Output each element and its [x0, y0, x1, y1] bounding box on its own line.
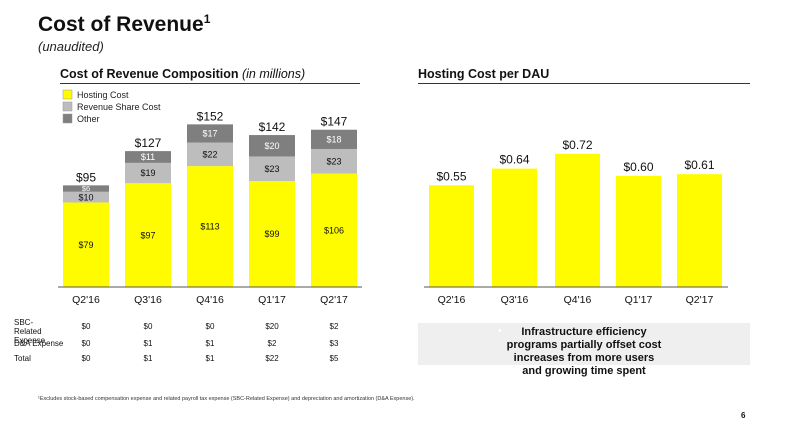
data-label: $99 [264, 229, 279, 239]
legend-swatch [62, 113, 73, 124]
x-tick-label: Q2'16 [72, 294, 100, 306]
bar-hosting-cost [311, 173, 357, 287]
hosting-per-dau-title: Hosting Cost per DAU [418, 67, 550, 81]
bar-hosting-per-dau [429, 185, 474, 287]
table-cell: $0 [81, 354, 91, 363]
data-label: $11 [141, 152, 155, 162]
x-tick-label: Q2'16 [438, 294, 466, 306]
total-label: $152 [197, 109, 224, 123]
table-cell: $1 [205, 354, 215, 363]
table-cell: $0 [81, 322, 91, 331]
legend-label: Other [77, 114, 100, 124]
table-cell: $5 [329, 354, 339, 363]
x-tick-label: Q3'16 [501, 294, 529, 306]
data-label: $17 [202, 129, 217, 139]
footnote: ¹Excludes stock-based compensation expen… [38, 396, 415, 402]
bar-revenue-share-cost [249, 156, 295, 182]
bar-other [249, 135, 295, 157]
x-tick-label: Q4'16 [196, 294, 224, 306]
bar-hosting-cost [63, 202, 109, 287]
table-row-label: SBC-Related Expense [14, 318, 46, 345]
table-row-label: D&A Expense [14, 339, 64, 348]
table-cell: $1 [143, 354, 153, 363]
table-cell: $0 [81, 339, 91, 348]
bar-other [125, 151, 171, 163]
data-label: $0.72 [562, 138, 592, 152]
data-label: $23 [326, 156, 341, 166]
bar-hosting-per-dau [677, 174, 722, 287]
total-label: $127 [135, 136, 162, 150]
data-label: $6 [82, 184, 90, 193]
bar-hosting-per-dau [492, 168, 537, 287]
page-number: 6 [741, 411, 746, 420]
data-label: $79 [78, 240, 93, 250]
composition-title-underline [60, 83, 360, 84]
data-label: $106 [324, 225, 344, 235]
page-subtitle: (unaudited) [38, 39, 104, 54]
bar-other [311, 129, 357, 149]
hosting-title-underline [418, 83, 750, 84]
bar-other [187, 124, 233, 143]
data-label: $20 [264, 141, 279, 151]
data-label: $10 [78, 192, 93, 202]
table-cell: $0 [143, 322, 153, 331]
page-title: Cost of Revenue1 [38, 12, 211, 36]
composition-chart-title: Cost of Revenue Composition (in millions… [60, 67, 306, 81]
callout-bullet: • [498, 326, 502, 337]
legend-swatch [62, 89, 73, 100]
data-label: $0.64 [499, 153, 529, 167]
bar-revenue-share-cost [63, 191, 109, 203]
bar-hosting-cost [187, 166, 233, 287]
bar-other [63, 185, 109, 192]
data-label: $113 [200, 222, 219, 232]
callout-box: • Infrastructure efficiency programs par… [418, 323, 750, 377]
data-label: $0.55 [436, 169, 466, 183]
data-label: $97 [140, 230, 155, 240]
bar-revenue-share-cost [311, 148, 357, 174]
table-cell: $0 [205, 322, 215, 331]
bar-hosting-cost [125, 183, 171, 287]
table-cell: $22 [265, 354, 279, 363]
total-label: $142 [259, 120, 286, 134]
x-tick-label: Q1'17 [258, 294, 286, 306]
x-tick-label: Q3'16 [134, 294, 162, 306]
table-cell: $2 [329, 322, 339, 331]
table-cell: $2 [267, 339, 277, 348]
table-cell: $20 [265, 322, 279, 331]
bar-hosting-per-dau [555, 153, 600, 287]
data-label: $0.61 [684, 158, 714, 172]
table-row-label: Total [14, 354, 31, 363]
total-label: $147 [321, 115, 348, 129]
legend-label: Hosting Cost [77, 90, 129, 100]
x-tick-label: Q1'17 [625, 294, 653, 306]
legend-swatch [62, 101, 73, 112]
x-tick-label: Q4'16 [564, 294, 592, 306]
total-label: $95 [76, 170, 96, 184]
table-cell: $1 [143, 339, 153, 348]
bar-hosting-cost [249, 181, 295, 287]
data-label: $18 [326, 134, 341, 144]
table-cell: $3 [329, 339, 339, 348]
bar-revenue-share-cost [187, 142, 233, 167]
table-cell: $1 [205, 339, 215, 348]
legend-label: Revenue Share Cost [77, 102, 161, 112]
callout-text: Infrastructure efficiency programs parti… [506, 326, 662, 377]
bar-revenue-share-cost [125, 162, 171, 184]
data-label: $19 [140, 168, 155, 178]
data-label: $23 [264, 164, 279, 174]
x-tick-label: Q2'17 [686, 294, 714, 306]
x-tick-label: Q2'17 [320, 294, 348, 306]
data-label: $0.60 [623, 160, 653, 174]
bar-hosting-per-dau [616, 176, 661, 287]
data-label: $22 [202, 149, 217, 159]
